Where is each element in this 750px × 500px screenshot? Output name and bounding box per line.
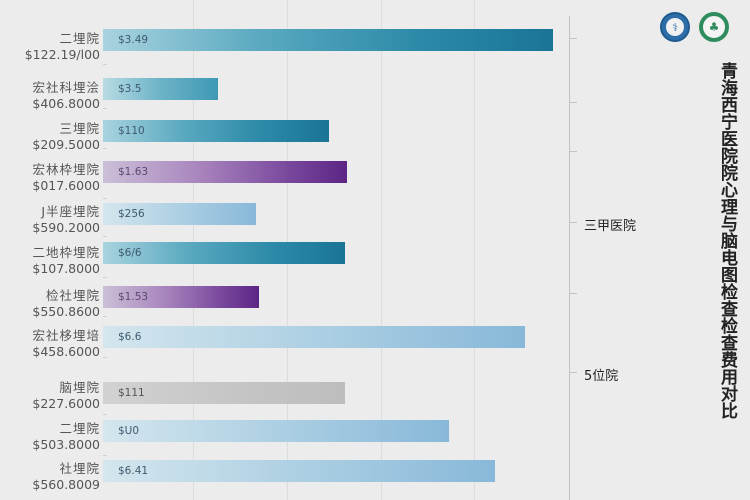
axis-tick	[103, 357, 107, 358]
bar-value-label: $1.63	[118, 166, 149, 178]
bar-value-label: $3.49	[118, 34, 149, 46]
axis-tick	[569, 38, 577, 39]
hospital-logo-blue: ⚕	[660, 12, 690, 42]
bar[interactable]: $6.41	[103, 460, 495, 482]
axis-tick	[103, 64, 107, 65]
bar[interactable]: $3.5	[103, 78, 218, 100]
bar-value-label: $1.53	[118, 291, 149, 303]
category-label: 二埋院 $122.19/l00	[25, 31, 100, 63]
hospital-amount: $560.8009	[32, 477, 100, 492]
bar-value-label: $111	[118, 387, 145, 399]
axis-tick	[103, 414, 107, 415]
hospital-logo-green: ♣	[699, 12, 729, 42]
hospital-name: J半座埋院	[41, 204, 100, 219]
bar[interactable]: $1.63	[103, 161, 347, 183]
bar-value-label: $U0	[118, 425, 140, 437]
hospital-amount: $590.2000	[32, 220, 100, 235]
hospital-amount: $107.8000	[32, 261, 100, 276]
hospital-name: 二埋院	[59, 421, 100, 436]
hospital-amount: $458.6000	[32, 344, 100, 359]
category-label: 宏林枠埋院 $017.6000	[32, 162, 100, 194]
bar[interactable]: $6/6	[103, 242, 345, 264]
category-label: 三埋院 $209.5000	[32, 121, 100, 153]
bar[interactable]: $110	[103, 120, 329, 142]
bar[interactable]: $6.6	[103, 326, 525, 348]
bar[interactable]: $U0	[103, 420, 449, 442]
hospital-name: 脑埋院	[59, 380, 100, 395]
category-label: 宏社科埋浍 $406.8000	[32, 80, 100, 112]
axis-tick	[569, 222, 577, 223]
axis-tick	[103, 198, 107, 199]
category-label: J半座埋院 $590.2000	[32, 204, 100, 236]
category-label: 二埋院 $503.8000	[32, 421, 100, 453]
hospital-name: 社埋院	[59, 461, 100, 476]
axis-tick	[103, 316, 107, 317]
axis-tick	[569, 372, 577, 373]
axis-tick	[569, 293, 577, 294]
bar[interactable]: $111	[103, 382, 345, 404]
category-label: 宏社栘埋培 $458.6000	[32, 328, 100, 360]
bar-value-label: $6.6	[118, 331, 142, 343]
hospital-name: 宏社栘埋培	[32, 328, 100, 343]
group-label-tier-b: 5位院	[584, 369, 619, 384]
hospital-amount: $017.6000	[32, 178, 100, 193]
emblem-icon: ⚕	[666, 18, 684, 36]
bar[interactable]: $3.49	[103, 29, 553, 51]
hospital-amount: $503.8000	[32, 437, 100, 452]
axis-tick	[103, 148, 107, 149]
category-label: 二地枠埋院 $107.8000	[32, 245, 100, 277]
hospital-name: 宏社科埋浍	[32, 80, 100, 95]
hospital-amount: $550.8600	[32, 304, 100, 319]
bar-value-label: $110	[118, 125, 145, 137]
group-label-tier-a: 三甲医院	[584, 219, 637, 234]
gridline	[381, 0, 382, 500]
hospital-name: 三埋院	[59, 121, 100, 136]
category-label: 社埋院 $560.8009	[32, 461, 100, 493]
bar[interactable]: $1.53	[103, 286, 259, 308]
chart-title: 青海西宁医院院心理与脑电图检查检查费用对比	[717, 62, 737, 419]
tree-emblem-icon: ♣	[708, 20, 720, 34]
hospital-amount: $406.8000	[32, 96, 100, 111]
hospital-amount: $227.6000	[32, 396, 100, 411]
category-label: 脑埋院 $227.6000	[32, 380, 100, 412]
right-axis-line	[569, 16, 570, 500]
bar-value-label: $256	[118, 208, 145, 220]
bar-value-label: $6.41	[118, 465, 149, 477]
category-label: 检社埋院 $550.8600	[32, 288, 100, 320]
axis-tick	[103, 236, 107, 237]
bar[interactable]: $256	[103, 203, 256, 225]
hospital-name: 二地枠埋院	[32, 245, 100, 260]
hospital-name: 宏林枠埋院	[32, 162, 100, 177]
axis-tick	[103, 455, 107, 456]
bar-value-label: $6/6	[118, 247, 142, 259]
axis-tick	[103, 277, 107, 278]
hospital-name: 二埋院	[59, 31, 100, 46]
gridline	[474, 0, 475, 500]
axis-tick	[103, 108, 107, 109]
bar-value-label: $3.5	[118, 83, 142, 95]
axis-tick	[569, 151, 577, 152]
hospital-amount: $209.5000	[32, 137, 100, 152]
hospital-name: 检社埋院	[45, 288, 100, 303]
axis-tick	[569, 102, 577, 103]
hospital-amount: $122.19/l00	[24, 47, 100, 62]
